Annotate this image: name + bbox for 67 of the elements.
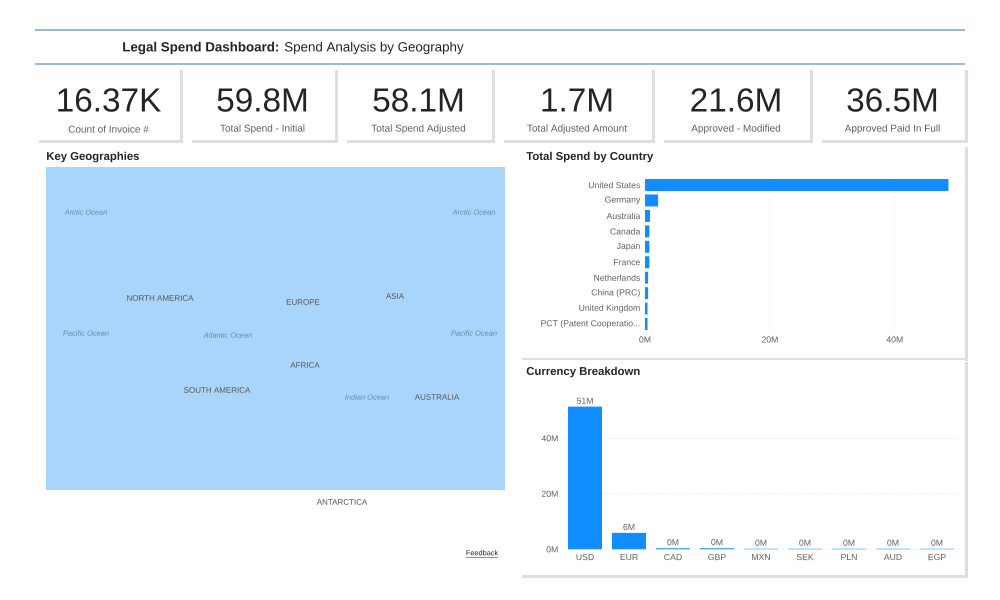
bar (645, 210, 650, 222)
x-tick-label: AUD (884, 554, 902, 560)
data-label: 0M (799, 540, 810, 546)
data-label: 0M (887, 540, 898, 546)
x-tick-label: CAD (664, 554, 682, 560)
x-tick-label: 0M (639, 336, 650, 343)
text: 59.8M (218, 88, 306, 112)
chart-title: Total Spend by Country (526, 152, 654, 162)
text: 16.37K (58, 88, 161, 112)
text: Total Adjusted Amount (527, 124, 627, 134)
bar (645, 272, 648, 284)
x-tick-label: MXN (752, 554, 770, 560)
y-tick-label: PCT (Patent Cooperatio... (541, 320, 640, 328)
y-tick-label: 0M (546, 546, 558, 552)
text: NORTH AMERICA (127, 295, 194, 301)
y-tick-label: United Kingdom (579, 304, 640, 313)
x-tick-label: EGP (928, 554, 946, 560)
text: 21.6M (691, 88, 780, 112)
text: Total Spend - Initial (220, 124, 304, 134)
x-tick-label: 20M (762, 336, 778, 343)
data-label: 0M (931, 540, 942, 546)
text: AUSTRALIA (414, 394, 460, 400)
bar (568, 406, 602, 550)
text: 1.7M (542, 88, 612, 112)
y-tick-label: United States (588, 182, 640, 188)
y-tick-label: China (PRC) (592, 289, 640, 298)
y-tick-label: France (614, 259, 640, 266)
y-tick-label: Germany (605, 196, 640, 204)
text: ANTARCTICA (316, 499, 368, 505)
text: AFRICA (290, 362, 320, 368)
x-tick-label: PLN (841, 554, 857, 560)
data-label: 0M (843, 540, 854, 546)
data-label: 6M (623, 524, 634, 530)
text: SOUTH AMERICA (184, 387, 250, 393)
bar (645, 287, 648, 300)
y-tick-label: Japan (616, 242, 640, 251)
y-tick-label: Canada (610, 228, 640, 235)
x-tick-label: USD (576, 554, 594, 560)
text: Approved - Modified (691, 124, 780, 134)
text: Legal Spend Dashboard: Spend Analysis by Geography (123, 42, 464, 54)
text: ASIA (386, 293, 404, 299)
bar (645, 194, 658, 206)
x-tick-label: SEK (796, 554, 814, 560)
x-tick-label: EUR (620, 554, 638, 560)
text: Total Spend Adjusted (371, 124, 466, 134)
data-label: 0M (667, 539, 678, 546)
data-label: 51M (576, 398, 593, 404)
text: 36.5M (847, 88, 936, 112)
bar (645, 256, 650, 268)
data-label: 0M (711, 539, 722, 546)
text: Approved Paid In Full (844, 124, 940, 134)
bar (612, 532, 646, 550)
bar (645, 179, 948, 192)
y-tick-label: 40M (542, 435, 558, 442)
y-tick-label: 20M (542, 490, 558, 497)
y-tick-label: Australia (606, 212, 640, 220)
x-tick-label: GBP (708, 554, 726, 560)
data-label: 0M (755, 540, 766, 546)
text: EUROPE (286, 299, 320, 305)
text: 58.1M (374, 88, 462, 112)
x-tick-label: 40M (886, 336, 903, 343)
chart-title: Currency Breakdown (526, 366, 640, 378)
bar (645, 240, 650, 253)
text: Count of Invoice # (68, 125, 149, 133)
y-tick-label: Netherlands (594, 274, 640, 281)
bar (645, 225, 650, 238)
text: Key Geographies (47, 152, 140, 162)
